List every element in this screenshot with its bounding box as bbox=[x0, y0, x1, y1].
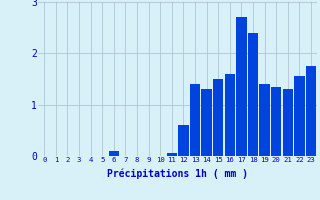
Bar bbox=[201, 89, 212, 156]
Bar bbox=[283, 89, 293, 156]
Bar bbox=[167, 153, 177, 156]
Bar bbox=[190, 84, 200, 156]
Bar bbox=[248, 33, 258, 156]
Bar bbox=[236, 17, 247, 156]
Bar bbox=[271, 87, 281, 156]
Bar bbox=[294, 76, 305, 156]
Bar bbox=[178, 125, 188, 156]
X-axis label: Précipitations 1h ( mm ): Précipitations 1h ( mm ) bbox=[107, 169, 248, 179]
Bar bbox=[225, 74, 235, 156]
Bar bbox=[108, 151, 119, 156]
Bar bbox=[260, 84, 270, 156]
Bar bbox=[213, 79, 223, 156]
Bar bbox=[306, 66, 316, 156]
